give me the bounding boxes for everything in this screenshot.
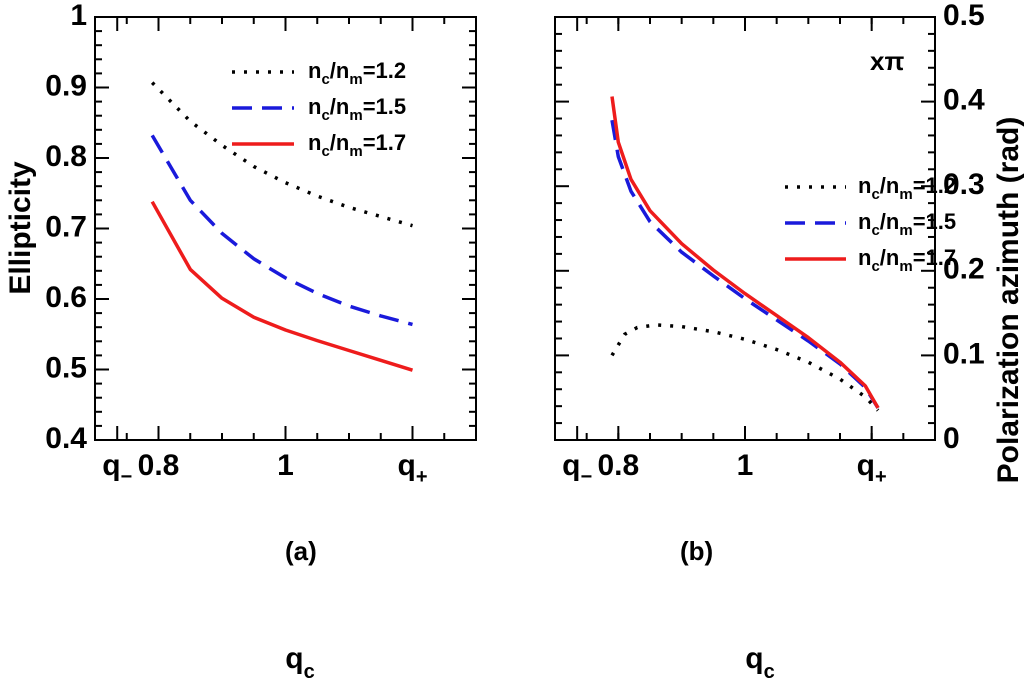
legend-label-part: n xyxy=(858,173,871,198)
panel-b-xtick-label-main: q xyxy=(562,449,580,482)
panel-b-ytick-label: 0.4 xyxy=(943,84,985,117)
panel-b-series-line-3 xyxy=(610,96,880,409)
panel-a-xtick-label: q− xyxy=(102,449,132,488)
panel-b-label: (b) xyxy=(680,536,713,566)
legend-label-part: =1.5 xyxy=(913,209,956,234)
panel-a-xtick-label: q+ xyxy=(397,449,427,488)
panel-a-ytick-label: 0.7 xyxy=(45,210,87,243)
panel-b-legend-label-3: nc/nm=1.7 xyxy=(858,245,956,275)
panel-a-xtick-label-main: 1 xyxy=(277,449,294,482)
legend-label-part: n xyxy=(308,94,321,119)
panel-a-xtick-label-main: q xyxy=(397,449,415,482)
legend-label-sub: m xyxy=(899,258,912,275)
panel-a-xlabel-main: q xyxy=(285,642,303,675)
panel-a-legend-label-2: nc/nm=1.5 xyxy=(308,94,406,124)
panel-b-ticks: 00.10.20.30.40.5q− 0.8 1 q+ xyxy=(555,0,985,488)
legend-label-part: =1.2 xyxy=(363,58,406,83)
legend-label-part: n xyxy=(308,58,321,83)
legend-label-part: /n xyxy=(880,209,900,234)
panel-b-xtick-label-sub: + xyxy=(875,466,887,488)
panel-a-ticks: 0.40.50.60.70.80.91q− 0.8 1 q+ xyxy=(45,0,476,488)
panel-a-ytick-label: 0.8 xyxy=(45,140,87,173)
legend-label-sub: m xyxy=(899,186,912,203)
panel-b-scale-annotation: xπ xyxy=(870,46,904,76)
legend-label-part: n xyxy=(858,245,871,270)
panel-b-xlabel: qc xyxy=(745,642,774,683)
panel-b-ytick-label: 0 xyxy=(943,422,960,455)
panel-a-xtick-label-sub: + xyxy=(416,466,428,488)
legend-label-sub: c xyxy=(871,186,879,203)
panel-a-ytick-label: 0.5 xyxy=(45,351,87,384)
panel-a-ytick-label: 0.4 xyxy=(45,422,87,455)
panel-b-xtick-label-main: 0.8 xyxy=(597,449,639,482)
panel-a-legend-label-1: nc/nm=1.2 xyxy=(308,58,406,88)
panel-a-xtick-label-main: q xyxy=(102,449,120,482)
legend-label-part: /n xyxy=(330,58,350,83)
legend-label-part: n xyxy=(858,209,871,234)
panel-b-series-line-1 xyxy=(610,323,880,412)
legend-label-sub: c xyxy=(871,222,879,239)
panel-a-legend-label-3: nc/nm=1.7 xyxy=(308,130,406,160)
panel-b-xtick-label-main: 1 xyxy=(737,449,754,482)
legend-label-part: /n xyxy=(330,130,350,155)
panel-a-xtick-label-main: 0.8 xyxy=(138,449,180,482)
legend-label-sub: m xyxy=(899,222,912,239)
panel-a-series-line-3 xyxy=(150,200,414,372)
legend-label-part: /n xyxy=(330,94,350,119)
panel-a-plot-frame xyxy=(94,16,477,441)
panel-b-xtick-label-main: q xyxy=(857,449,875,482)
panel-b-xtick-label: 1 xyxy=(737,449,754,482)
panel-b-ytick-label: 0.3 xyxy=(943,168,985,201)
panel-a-xtick-label: 1 xyxy=(277,449,294,482)
legend-label-sub: c xyxy=(321,71,329,88)
legend-label-part: =1.2 xyxy=(913,173,956,198)
legend-label-part: n xyxy=(308,130,321,155)
panel-b-xtick-label: q− xyxy=(562,449,592,488)
panel-b-ytick-label: 0.5 xyxy=(943,0,985,32)
panel-a-ytick-label: 1 xyxy=(70,0,87,32)
panel-a-xtick-label: 0.8 xyxy=(138,449,180,482)
panel-a-ylabel: Ellipticity xyxy=(4,161,37,295)
legend-label-sub: m xyxy=(349,107,362,124)
panel-b-xlabel-sub: c xyxy=(764,661,775,683)
legend-label-sub: c xyxy=(871,258,879,275)
panel-b-ytick-label: 0.1 xyxy=(943,337,985,370)
panel-b-legend-label-1: nc/nm=1.2 xyxy=(858,173,956,203)
panel-b-xtick-label: 0.8 xyxy=(597,449,639,482)
panel-b: Polarization azimuth (rad) qc (b) xπ 00.… xyxy=(554,0,1025,683)
legend-label-part: =1.7 xyxy=(363,130,406,155)
panel-a-label: (a) xyxy=(285,536,317,566)
panel-b-xtick-label-sub: − xyxy=(580,466,592,488)
legend-label-sub: c xyxy=(321,143,329,160)
legend-label-part: /n xyxy=(880,245,900,270)
panel-a-ytick-label: 0.6 xyxy=(45,281,87,314)
panel-a-xlabel-sub: c xyxy=(304,661,315,683)
panel-b-series-line-2 xyxy=(610,119,880,409)
legend-label-sub: m xyxy=(349,143,362,160)
panel-b-legend-label-2: nc/nm=1.5 xyxy=(858,209,956,239)
panel-a-series-line-2 xyxy=(150,134,413,327)
legend-label-sub: c xyxy=(321,107,329,124)
panel-b-series xyxy=(610,96,880,412)
panel-b-xtick-label: q+ xyxy=(857,449,887,488)
panel-a-ytick-label: 0.9 xyxy=(45,69,87,102)
panel-a-series xyxy=(150,81,414,372)
legend-label-sub: m xyxy=(349,71,362,88)
panel-a-xtick-label-sub: − xyxy=(121,466,133,488)
panel-b-ytick-label: 0.2 xyxy=(943,253,985,286)
legend-label-part: /n xyxy=(880,173,900,198)
legend-label-part: =1.5 xyxy=(363,94,406,119)
panel-b-xlabel-main: q xyxy=(745,642,763,675)
panel-a-legend: nc/nm=1.2nc/nm=1.5nc/nm=1.7 xyxy=(232,58,406,160)
panel-b-legend: nc/nm=1.2nc/nm=1.5nc/nm=1.7 xyxy=(785,173,956,275)
panel-b-ylabel: Polarization azimuth (rad) xyxy=(992,117,1025,484)
panel-a: Ellipticity qc (a) 0.40.50.60.70.80.91q−… xyxy=(4,0,477,683)
legend-label-part: =1.7 xyxy=(913,245,956,270)
panel-a-xlabel: qc xyxy=(285,642,314,683)
